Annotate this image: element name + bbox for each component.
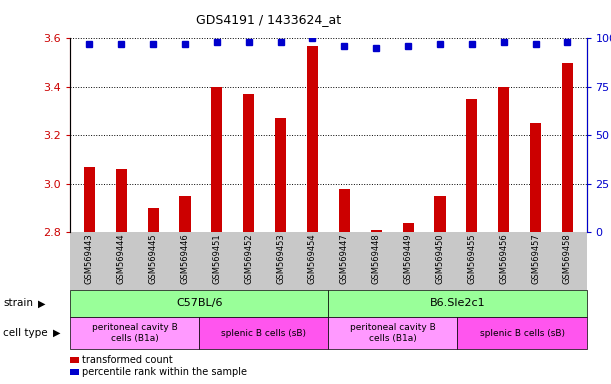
Bar [275, 118, 286, 232]
Text: GDS4191 / 1433624_at: GDS4191 / 1433624_at [196, 13, 342, 26]
Text: ▶: ▶ [53, 328, 60, 338]
Bar [211, 87, 222, 232]
Bar [403, 223, 414, 232]
Text: ▶: ▶ [38, 298, 45, 308]
Bar [498, 87, 510, 232]
Text: percentile rank within the sample: percentile rank within the sample [82, 367, 247, 377]
Bar [371, 230, 382, 232]
Text: transformed count: transformed count [82, 355, 174, 365]
Bar [338, 189, 350, 232]
Text: splenic B cells (sB): splenic B cells (sB) [480, 329, 565, 338]
Bar [562, 63, 573, 232]
Text: peritoneal cavity B
cells (B1a): peritoneal cavity B cells (B1a) [350, 323, 436, 343]
Text: strain: strain [3, 298, 33, 308]
Text: cell type: cell type [3, 328, 48, 338]
Text: C57BL/6: C57BL/6 [176, 298, 222, 308]
Text: B6.Sle2c1: B6.Sle2c1 [430, 298, 485, 308]
Bar [147, 208, 159, 232]
Bar [180, 196, 191, 232]
Text: peritoneal cavity B
cells (B1a): peritoneal cavity B cells (B1a) [92, 323, 178, 343]
Bar [243, 94, 254, 232]
Bar [84, 167, 95, 232]
Bar [466, 99, 477, 232]
Bar [115, 169, 127, 232]
Bar [307, 46, 318, 232]
Bar [530, 123, 541, 232]
Bar [434, 196, 445, 232]
Text: splenic B cells (sB): splenic B cells (sB) [221, 329, 306, 338]
